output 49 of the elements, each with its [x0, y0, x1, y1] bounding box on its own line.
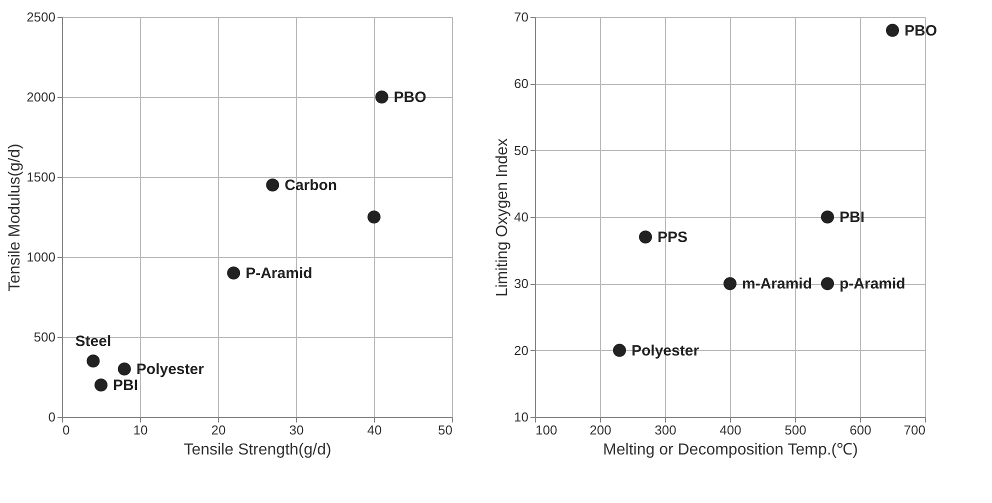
y-tick-label: 70	[514, 10, 528, 24]
y-tick-label: 500	[34, 330, 56, 344]
point	[118, 362, 131, 376]
x-tick-label: 500	[784, 422, 806, 438]
point	[94, 378, 108, 392]
x-tick-label: 300	[654, 422, 676, 438]
point	[227, 266, 240, 280]
y-tick-label: 20	[514, 342, 528, 358]
y-tick-label: 60	[514, 76, 528, 92]
series-label: PBI	[113, 377, 138, 394]
x-axis-title: Melting or Decomposition Temp.(℃)	[603, 442, 858, 458]
point	[375, 90, 388, 104]
x-tick-label: 30	[289, 422, 304, 438]
series-label: m-Aramid	[742, 276, 812, 293]
y-axis-title: Tensile Modulus(g/d)	[6, 144, 24, 292]
series-label: Carbon	[284, 177, 338, 194]
y-tick-label: 10	[514, 410, 528, 424]
y-tick-label: 50	[514, 142, 528, 158]
x-tick-label: 400	[720, 422, 742, 438]
y-tick-label: 2500	[26, 10, 56, 24]
x-tick-label: 40	[367, 422, 382, 438]
series-label: PBI	[840, 209, 865, 226]
x-tick-label: 50	[438, 422, 452, 438]
y-axis-title: Limiting Oxygen Index	[494, 138, 512, 297]
series-label: PPS	[658, 229, 688, 246]
series-label: Steel	[75, 333, 112, 350]
x-tick-label: 200	[590, 422, 612, 438]
series-label: Polyester	[632, 342, 700, 360]
x-tick-label: 100	[536, 422, 558, 438]
y-tick-label: 1000	[26, 250, 56, 264]
series-label: P-Aramid	[246, 265, 312, 282]
x-tick-label: 600	[850, 422, 872, 438]
series-label: Polyester	[136, 361, 204, 378]
x-tick-label: 0	[62, 422, 70, 438]
y-tick-label: 0	[48, 410, 56, 424]
y-tick-label: 40	[514, 210, 528, 224]
x-axis-title: Tensile Strength(g/d)	[184, 442, 332, 458]
series-label: p-Aramid	[840, 276, 906, 293]
y-tick-label: 1500	[26, 170, 56, 184]
point	[266, 178, 280, 192]
x-tick-label: 20	[211, 422, 226, 438]
point	[86, 354, 100, 368]
x-tick-label: 10	[133, 422, 148, 438]
y-tick-label: 30	[514, 276, 528, 292]
y-tick-label: 2000	[26, 90, 56, 104]
x-tick-label: 700	[904, 422, 926, 438]
point	[367, 210, 381, 224]
series-label: PBO	[394, 89, 427, 106]
series-label: PBO	[904, 22, 938, 40]
